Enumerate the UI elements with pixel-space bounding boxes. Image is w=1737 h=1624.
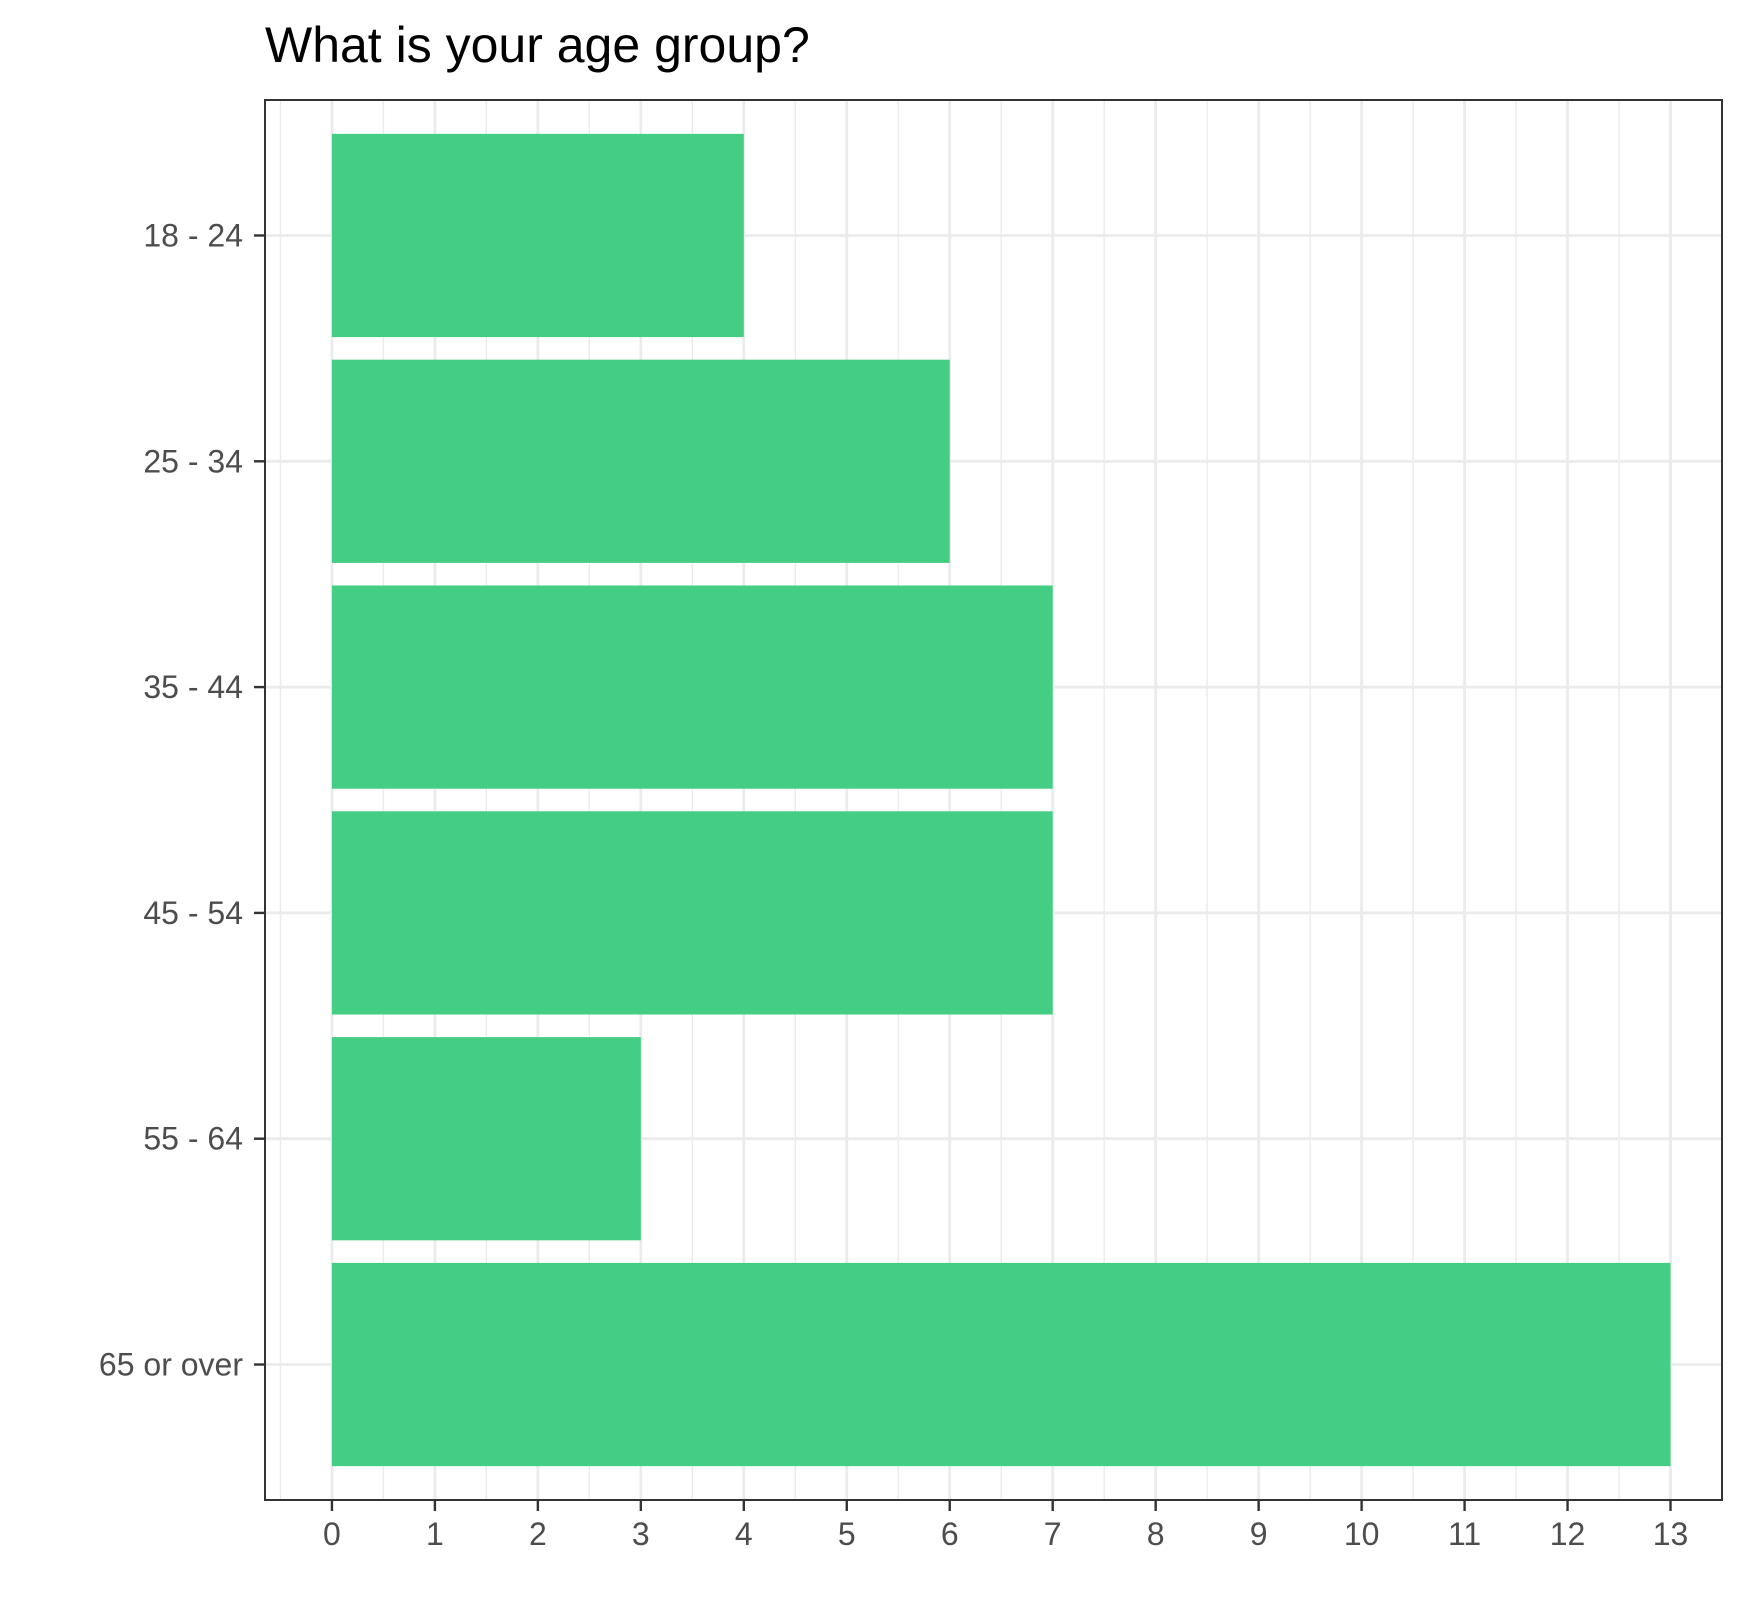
bar-2 [331, 359, 950, 563]
x-tick-label: 5 [838, 1516, 856, 1552]
x-tick-label: 3 [632, 1516, 650, 1552]
x-tick-label: 9 [1250, 1516, 1268, 1552]
x-tick-label: 0 [323, 1516, 341, 1552]
x-tick-label: 13 [1653, 1516, 1689, 1552]
bar-1 [331, 133, 744, 338]
y-tick-label: 45 - 54 [143, 895, 243, 931]
x-tick-label: 10 [1344, 1516, 1380, 1552]
x-tick-label: 4 [735, 1516, 753, 1552]
chart-title: What is your age group? [265, 17, 810, 73]
bar-4 [331, 811, 1053, 1015]
x-tick-label: 6 [941, 1516, 959, 1552]
y-tick-label: 35 - 44 [143, 669, 243, 705]
x-tick-label: 12 [1550, 1516, 1586, 1552]
x-tick-label: 7 [1044, 1516, 1062, 1552]
bar-3 [331, 585, 1053, 789]
x-tick-label: 1 [426, 1516, 444, 1552]
x-axis: 0 1 2 3 4 5 6 7 8 9 10 11 12 13 [323, 1500, 1688, 1552]
bar-6 [331, 1262, 1671, 1467]
bar-5 [331, 1037, 641, 1241]
bars [331, 133, 1671, 1467]
panel-border [264, 99, 1723, 1501]
x-tick-label: 2 [529, 1516, 547, 1552]
x-tick-label: 11 [1448, 1516, 1481, 1552]
x-tick-label: 8 [1147, 1516, 1165, 1552]
y-axis: 18 - 24 25 - 34 35 - 44 45 - 54 55 - 64 65 or… [99, 217, 265, 1383]
y-tick-label: 18 - 24 [143, 217, 243, 253]
y-tick-label: 25 - 34 [143, 443, 243, 479]
y-tick-label: 55 - 64 [143, 1121, 243, 1157]
y-tick-label: 65 or over [99, 1347, 243, 1383]
